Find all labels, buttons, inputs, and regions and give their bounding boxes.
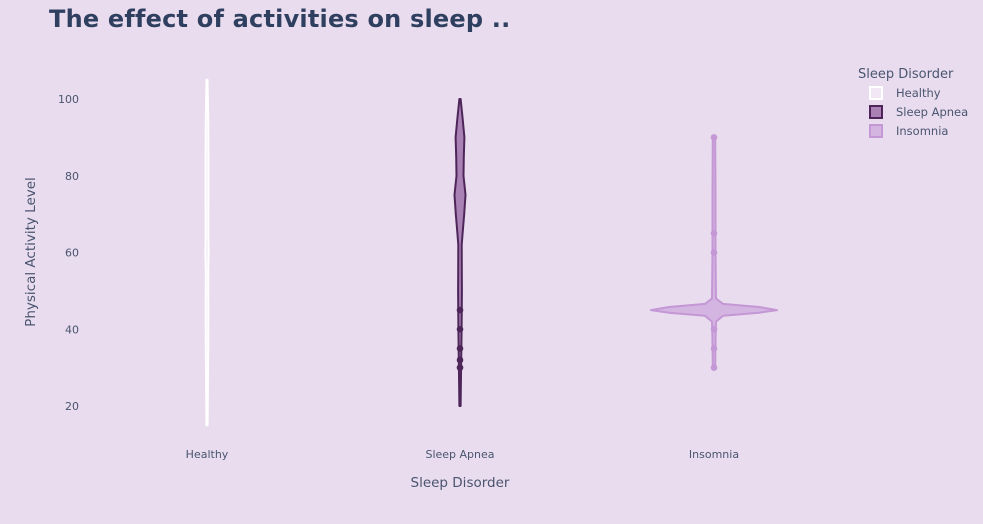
legend-label: Healthy xyxy=(896,86,941,100)
outlier-point xyxy=(710,249,718,256)
violin-body xyxy=(453,98,467,407)
violin-body xyxy=(204,78,210,427)
outlier-point xyxy=(710,345,718,352)
violin-sleep-apnea xyxy=(453,98,467,407)
y-tick-label: 80 xyxy=(65,170,79,183)
legend-label: Insomnia xyxy=(896,124,948,138)
legend: Sleep Disorder Healthy Sleep Apnea Insomni… xyxy=(858,67,968,138)
y-tick-label: 20 xyxy=(65,400,79,413)
violin-healthy xyxy=(204,78,210,427)
outlier-point xyxy=(456,325,464,333)
y-axis-title: Physical Activity Level xyxy=(23,177,39,327)
x-tick-label: Sleep Apnea xyxy=(425,448,494,461)
legend-item-healthy[interactable]: Healthy xyxy=(869,86,941,100)
y-tick-label: 100 xyxy=(58,93,79,106)
outlier-point xyxy=(710,364,718,371)
violin-plots xyxy=(204,78,778,427)
y-axis-ticks: 20 40 60 80 100 xyxy=(58,93,79,413)
outlier-point xyxy=(456,364,464,371)
legend-item-sleep-apnea[interactable]: Sleep Apnea xyxy=(869,105,968,119)
chart-title: The effect of activities on sleep .. xyxy=(49,5,511,33)
x-axis-ticks: Healthy Sleep Apnea Insomnia xyxy=(186,448,739,461)
y-tick-label: 60 xyxy=(65,247,79,260)
y-tick-label: 40 xyxy=(65,323,79,336)
legend-title: Sleep Disorder xyxy=(858,67,954,82)
outlier-point xyxy=(456,356,464,364)
legend-item-insomnia[interactable]: Insomnia xyxy=(869,124,948,138)
outlier-point xyxy=(456,306,464,314)
outlier-point xyxy=(456,345,464,352)
legend-label: Sleep Apnea xyxy=(896,105,968,119)
x-tick-label: Healthy xyxy=(186,448,229,461)
outlier-point xyxy=(710,230,718,237)
x-axis-title: Sleep Disorder xyxy=(411,475,510,491)
outlier-point xyxy=(710,325,718,333)
x-tick-label: Insomnia xyxy=(689,448,739,461)
legend-swatch xyxy=(869,124,883,138)
violin-insomnia xyxy=(650,134,778,371)
legend-swatch xyxy=(869,105,883,119)
legend-swatch xyxy=(869,86,883,100)
legend-items: Healthy Sleep Apnea Insomnia xyxy=(869,86,968,138)
outlier-point xyxy=(710,134,718,141)
